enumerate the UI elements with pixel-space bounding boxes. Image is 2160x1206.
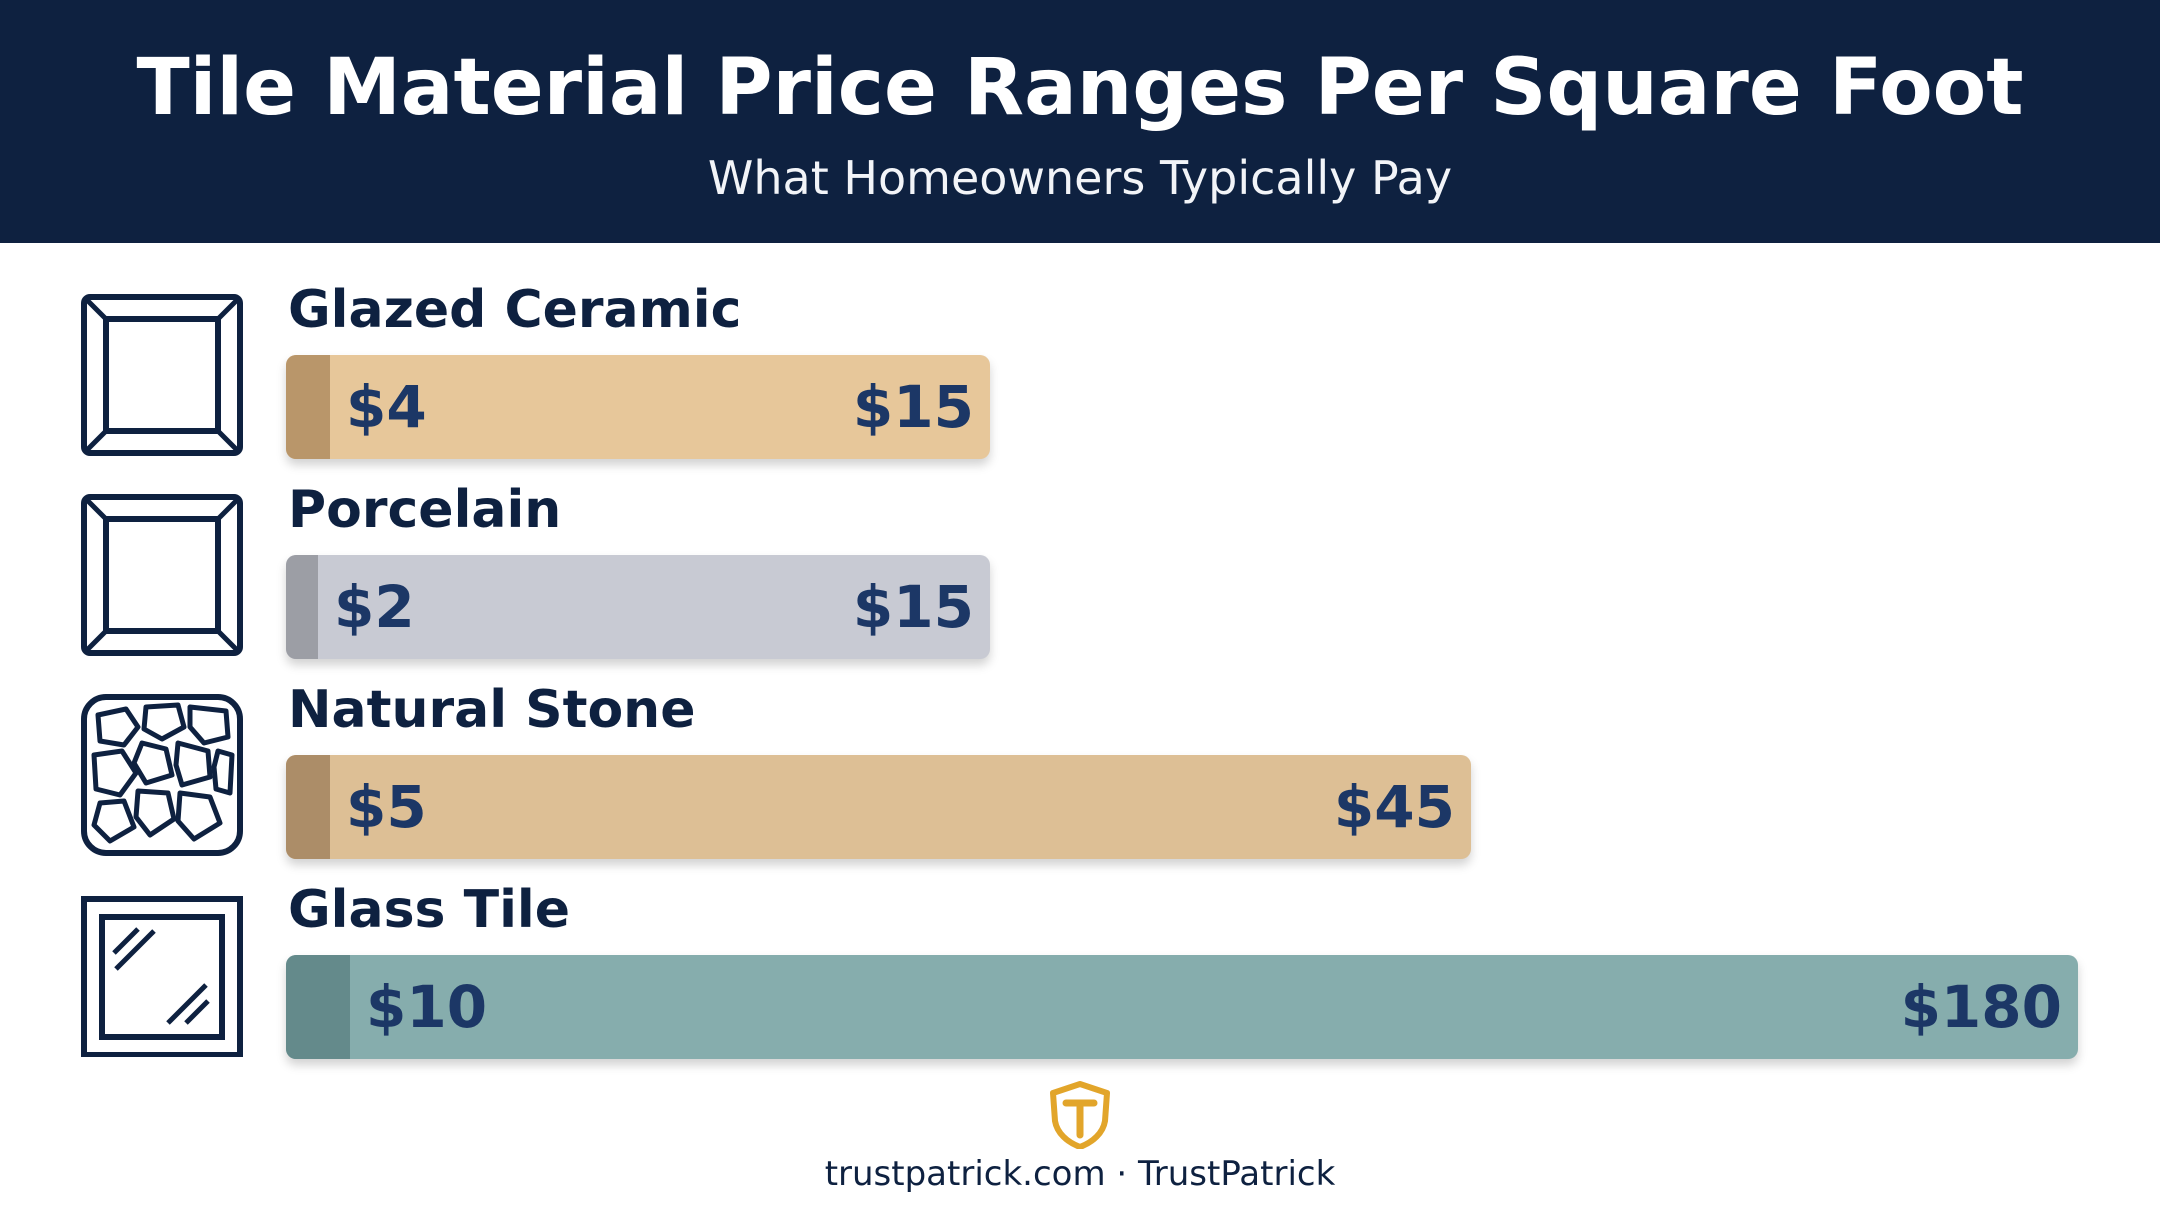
bar-max-value-label: $180 — [1900, 973, 2062, 1041]
bar-label: Glazed Ceramic — [288, 280, 742, 340]
porcelain-tile-icon — [80, 493, 244, 657]
bar-porcelain: $2 $15 — [286, 555, 990, 659]
bar-cap — [286, 355, 330, 459]
bar-max-value-label: $45 — [1333, 773, 1455, 841]
bar-max-value-label: $15 — [852, 573, 974, 641]
glass-tile-icon — [80, 893, 244, 1057]
bar-cap — [286, 955, 350, 1059]
bar-cap — [286, 555, 318, 659]
bar-max-value-label: $15 — [852, 373, 974, 441]
chart-title: Tile Material Price Ranges Per Square Fo… — [136, 43, 2024, 133]
bar-glazed-ceramic: $4 $15 — [286, 355, 990, 459]
trustpatrick-shield-logo — [1049, 1081, 1111, 1149]
stone-tile-icon — [80, 693, 244, 857]
ceramic-tile-icon — [80, 293, 244, 457]
bar-label: Natural Stone — [288, 680, 696, 740]
header-banner: Tile Material Price Ranges Per Square Fo… — [0, 0, 2160, 243]
chart-subtitle: What Homeowners Typically Pay — [707, 151, 1453, 205]
bar-label: Glass Tile — [288, 880, 570, 940]
bar-row-porcelain: Porcelain $2 $15 — [0, 480, 2160, 693]
bar-glass-tile: $10 $180 — [286, 955, 2078, 1059]
footer-credit: trustpatrick.com · TrustPatrick — [824, 1154, 1336, 1194]
bar-min-value-label: $5 — [346, 773, 427, 841]
bar-row-glass-tile: Glass Tile $10 $180 — [0, 880, 2160, 1093]
bar-cap — [286, 755, 330, 859]
bar-natural-stone: $5 $45 — [286, 755, 1471, 859]
bar-min-value-label: $2 — [334, 573, 415, 641]
bar-label: Porcelain — [288, 480, 562, 540]
bar-row-natural-stone: Natural Stone $5 $45 — [0, 680, 2160, 893]
bar-min-value-label: $10 — [366, 973, 488, 1041]
bar-row-glazed-ceramic: Glazed Ceramic $4 $15 — [0, 280, 2160, 493]
bar-min-value-label: $4 — [346, 373, 427, 441]
